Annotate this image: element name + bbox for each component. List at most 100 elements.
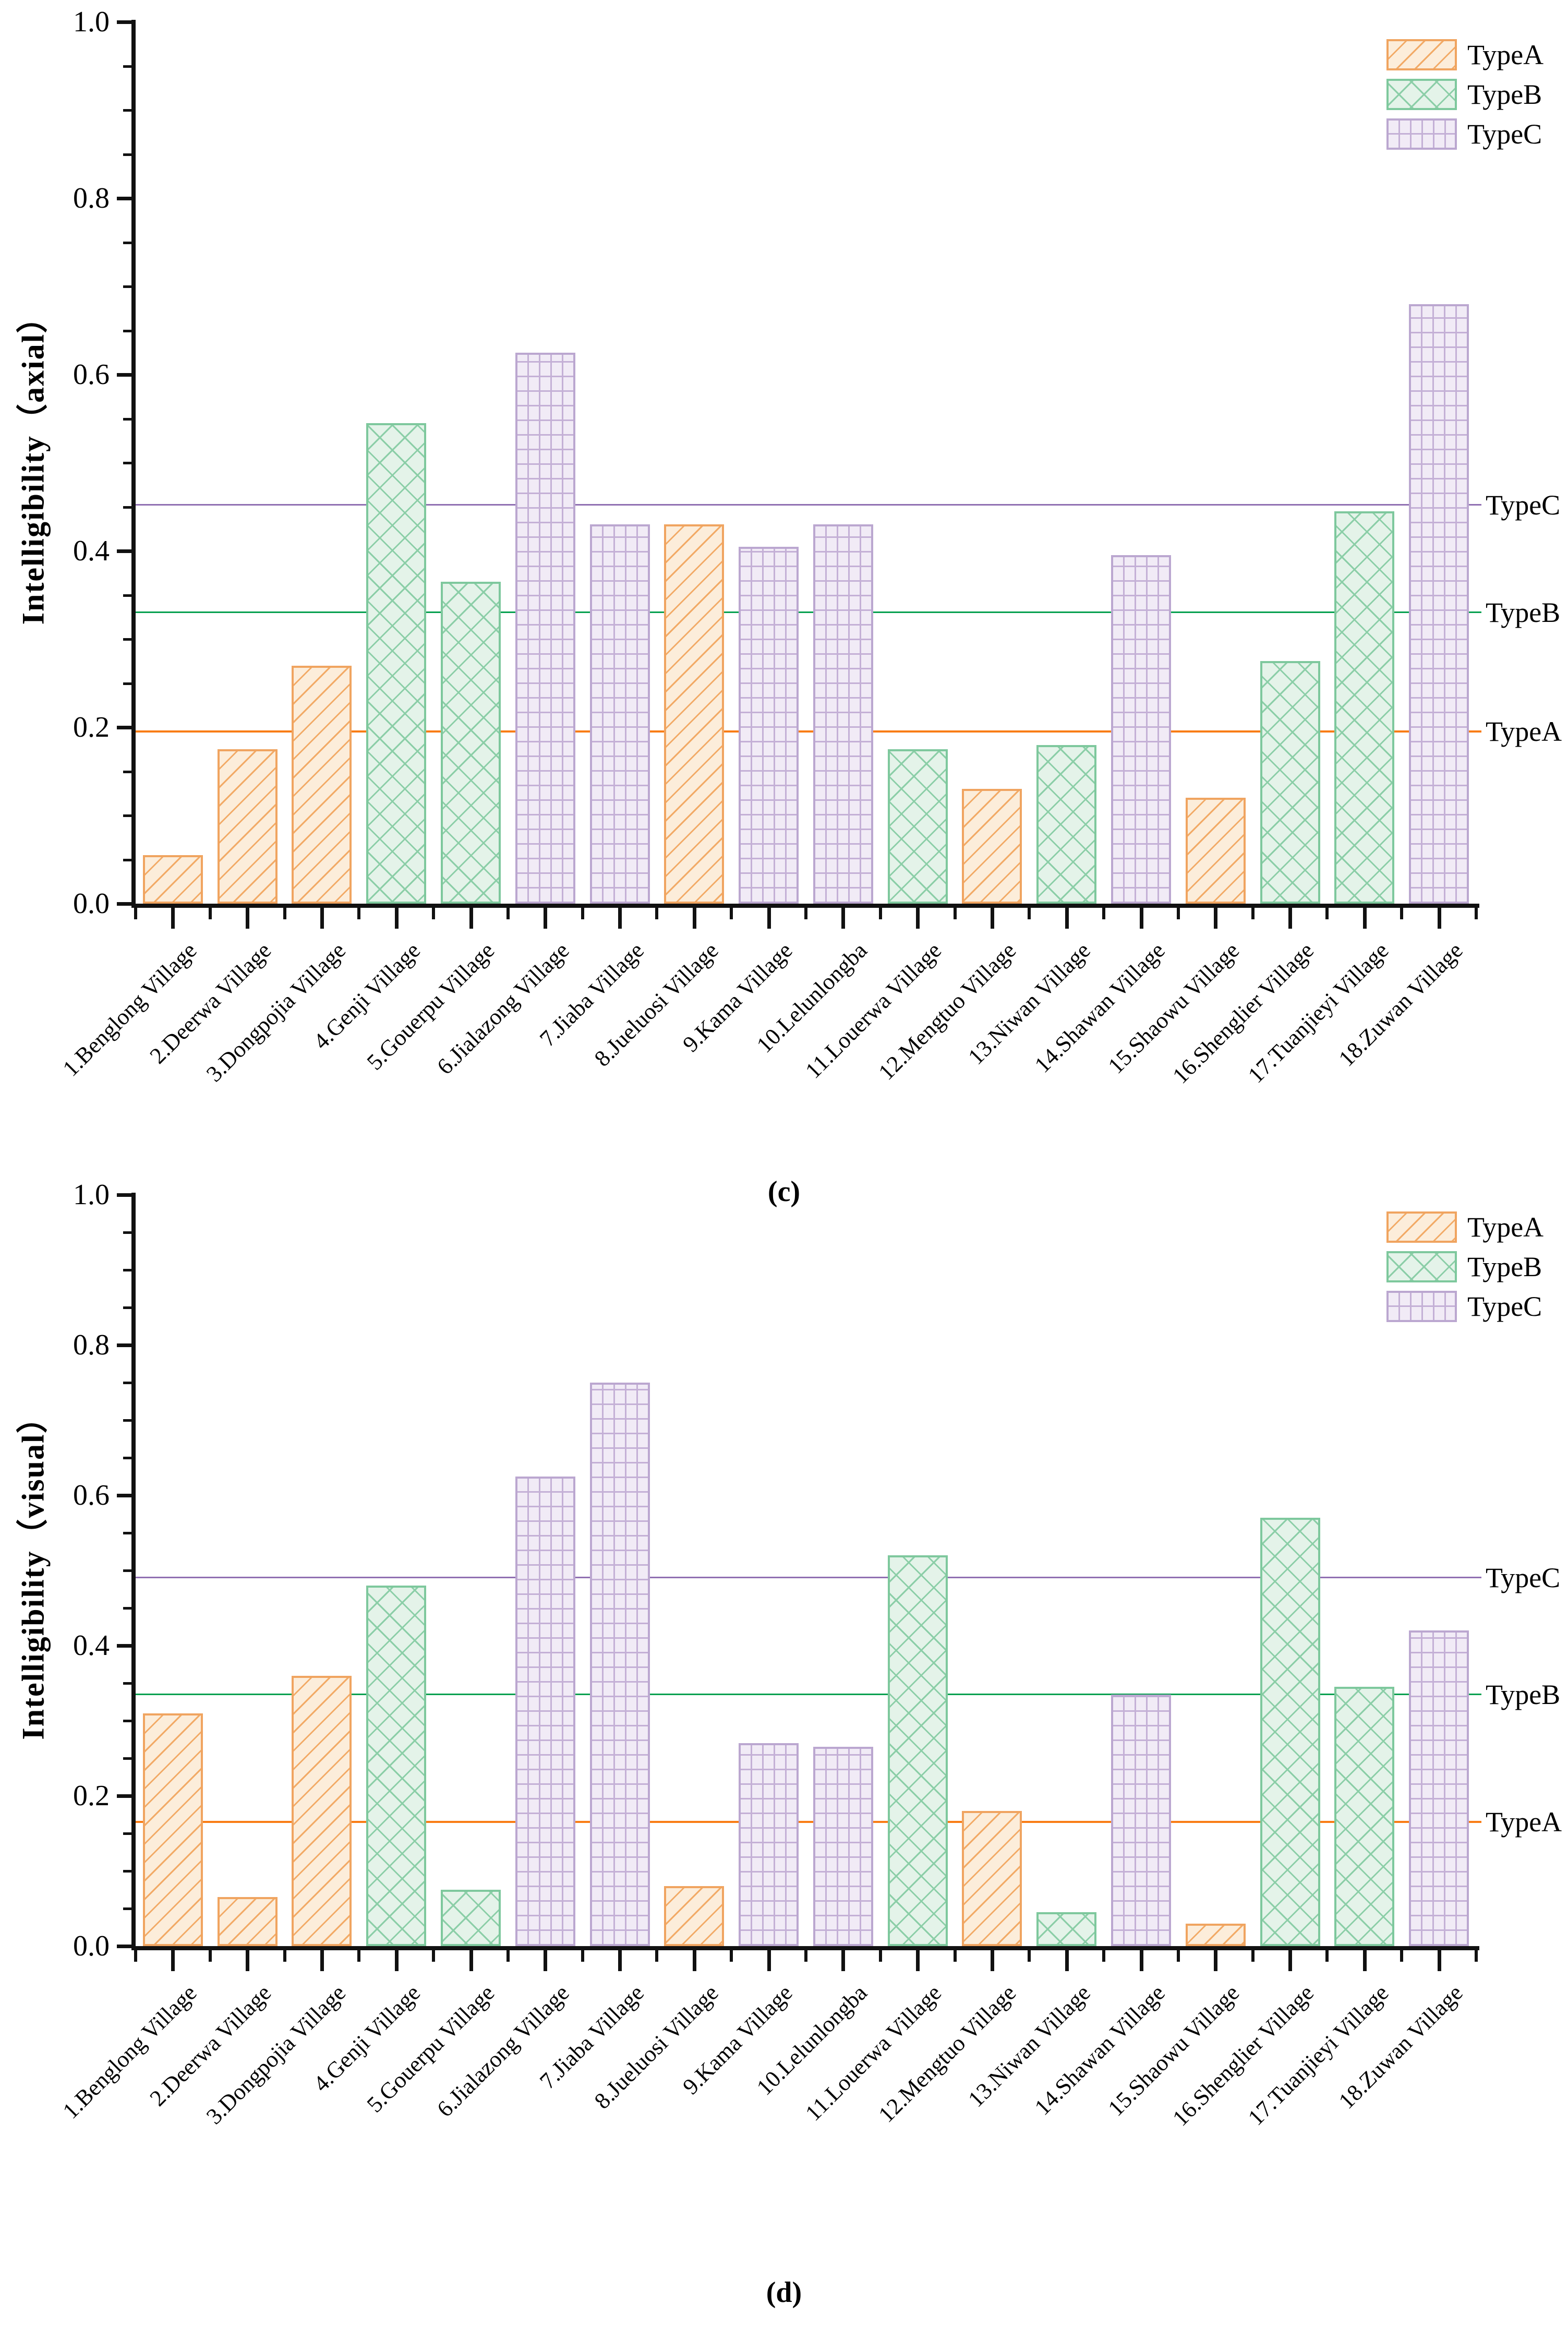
bar-10: [813, 1747, 873, 1946]
y-major-tick: [117, 1343, 131, 1347]
refline-typec: [136, 504, 1481, 506]
x-minor-tick: [878, 1950, 882, 1962]
x-major-tick: [1437, 1950, 1441, 1971]
bar-7: [589, 524, 650, 904]
bar-1: [142, 1713, 203, 1946]
bar-7: [589, 1383, 650, 1946]
y-major-tick: [117, 902, 131, 906]
y-minor-tick: [123, 1419, 131, 1422]
x-major-tick: [1362, 1950, 1367, 1971]
x-minor-tick: [357, 908, 361, 919]
x-category-label: 17.Tuanjieyi Village: [1243, 1979, 1394, 2131]
refline-typea: [136, 730, 1481, 733]
x-major-tick: [841, 908, 846, 929]
x-major-tick: [1214, 1950, 1218, 1971]
y-minor-tick: [123, 1231, 131, 1234]
legend-item-typea: TypeA: [1386, 1211, 1564, 1244]
x-minor-tick: [1102, 908, 1106, 919]
legend-item-typeb: TypeB: [1386, 79, 1564, 111]
refline-label-typec: TypeC: [1486, 489, 1561, 521]
x-category-label: 12.Mengtuo Village: [873, 1979, 1021, 2128]
x-minor-tick: [1325, 1950, 1329, 1962]
bar-17: [1334, 1687, 1395, 1946]
typeb-swatch-icon: [1386, 79, 1457, 110]
x-minor-tick: [1251, 1950, 1255, 1962]
x-major-tick: [916, 908, 920, 929]
x-minor-tick: [730, 908, 733, 919]
x-minor-tick: [134, 1950, 137, 1962]
x-minor-tick: [655, 1950, 659, 1962]
x-minor-tick: [506, 908, 510, 919]
refline-label-typec: TypeC: [1486, 1562, 1561, 1593]
y-tick-label: 0.4: [73, 535, 110, 567]
bar-12: [962, 1810, 1022, 1946]
bar-3: [292, 1675, 352, 1946]
bar-5: [441, 582, 501, 904]
bar-4: [366, 1585, 427, 1946]
bar-11: [887, 1555, 948, 1946]
legend-item-typec: TypeC: [1386, 1291, 1564, 1323]
bar-9: [739, 1743, 799, 1946]
x-major-tick: [171, 908, 175, 929]
legend-item-typec: TypeC: [1386, 118, 1564, 151]
x-minor-tick: [878, 908, 882, 919]
legend-label-typeb: TypeB: [1467, 79, 1542, 110]
legend-item-typea: TypeA: [1386, 39, 1564, 71]
y-minor-tick: [123, 1682, 131, 1685]
typec-swatch-icon: [1386, 1291, 1457, 1322]
x-minor-tick: [581, 908, 584, 919]
x-major-tick: [1139, 1950, 1143, 1971]
y-minor-tick: [123, 109, 131, 112]
typeb-swatch-icon: [1386, 1251, 1457, 1282]
y-minor-tick: [123, 1569, 131, 1572]
bar-2: [217, 749, 278, 904]
legend-item-typeb: TypeB: [1386, 1251, 1564, 1283]
x-minor-tick: [804, 1950, 807, 1962]
x-minor-tick: [1251, 908, 1255, 919]
x-category-label: 1.Benglong Village: [57, 1979, 202, 2124]
x-minor-tick: [581, 1950, 584, 1962]
bar-3: [292, 665, 352, 904]
legend-label-typec: TypeC: [1467, 1291, 1542, 1322]
x-minor-tick: [804, 908, 807, 919]
legend-label-typea: TypeA: [1467, 39, 1544, 70]
x-category-label: 8.Jueluosi Village: [589, 1979, 723, 2114]
refline-label-typea: TypeA: [1486, 716, 1562, 747]
y-axis-title: Intelligibility（axial）: [16, 301, 51, 625]
y-major-tick: [117, 1945, 131, 1948]
legend-label-typea: TypeA: [1467, 1211, 1544, 1243]
y-tick-label: 0.0: [73, 1930, 110, 1962]
x-major-tick: [1214, 908, 1218, 929]
y-minor-tick: [123, 594, 131, 597]
x-major-tick: [990, 1950, 994, 1971]
x-minor-tick: [208, 1950, 212, 1962]
y-minor-tick: [123, 1269, 131, 1271]
y-minor-tick: [123, 814, 131, 817]
y-minor-tick: [123, 638, 131, 641]
x-category-label: 3.Dongpojia Village: [201, 937, 351, 1087]
x-minor-tick: [1400, 1950, 1404, 1962]
x-category-label: 15.Shaowu Village: [1103, 937, 1245, 1079]
x-category-label: 17.Tuanjieyi Village: [1243, 937, 1394, 1088]
y-minor-tick: [123, 682, 131, 685]
x-major-tick: [841, 1950, 846, 1971]
y-major-tick: [117, 1193, 131, 1197]
x-minor-tick: [655, 908, 659, 919]
y-minor-tick: [123, 1532, 131, 1534]
x-category-label: 6.Jialazong Village: [432, 937, 574, 1080]
bar-10: [813, 524, 873, 904]
x-category-label: 18.Zuwan Village: [1334, 937, 1468, 1072]
x-major-tick: [469, 1950, 473, 1971]
x-major-tick: [767, 908, 771, 929]
x-major-tick: [469, 908, 473, 929]
y-major-tick: [117, 549, 131, 553]
x-major-tick: [1362, 908, 1367, 929]
bar-15: [1185, 1923, 1246, 1946]
bar-11: [887, 749, 948, 904]
y-minor-tick: [123, 1832, 131, 1835]
x-minor-tick: [1028, 1950, 1031, 1962]
y-axis-title: Intelligibility（visual）: [16, 1401, 51, 1740]
y-major-tick: [117, 726, 131, 729]
x-major-tick: [692, 1950, 696, 1971]
x-minor-tick: [953, 1950, 957, 1962]
